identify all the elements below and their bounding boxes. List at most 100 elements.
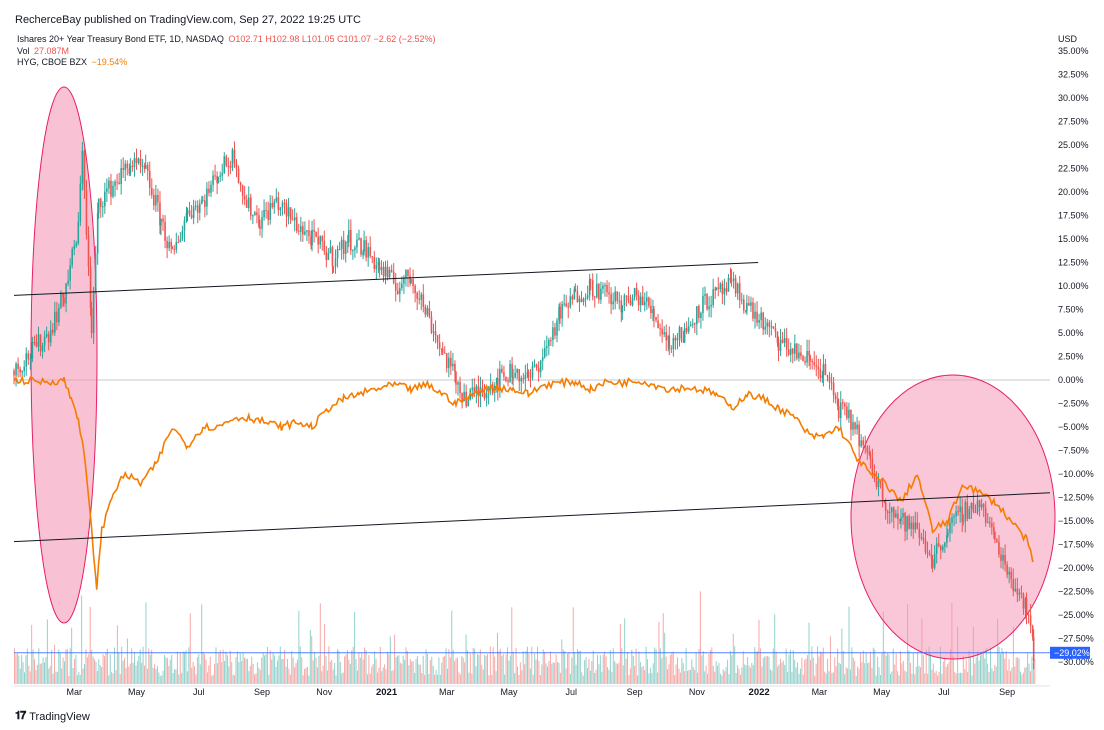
candle-body (362, 251, 364, 255)
candle-body (485, 393, 488, 399)
tradingview-brand: TradingView (29, 710, 90, 723)
volume-bar (62, 657, 64, 684)
candle-body (126, 163, 129, 169)
volume-bar (489, 646, 491, 684)
candle-body (584, 297, 587, 300)
candle-body (33, 342, 36, 344)
volume-bar (707, 673, 709, 684)
candle-body (256, 212, 258, 216)
volume-bar (232, 674, 234, 684)
candle-body (543, 347, 546, 358)
volume-bar (304, 668, 306, 684)
volume-bar (669, 655, 671, 684)
volume-bar (565, 668, 567, 684)
volume-bar (608, 669, 610, 684)
trend-lines (13, 262, 1051, 543)
candle-body (908, 516, 910, 529)
volume-bar (661, 658, 663, 684)
volume-bar (488, 675, 490, 684)
candle-body (420, 294, 423, 300)
candle-body (1029, 615, 1032, 626)
candle-body (970, 503, 973, 509)
volume-bar (981, 651, 983, 684)
volume-bar (542, 649, 544, 684)
volume-bar (15, 654, 17, 684)
volume-bar (312, 660, 314, 684)
candle-body (319, 236, 322, 245)
candle-body (1004, 554, 1006, 565)
candle-body (667, 335, 670, 341)
volume-bar (567, 653, 569, 684)
candle-body (942, 546, 944, 551)
volume-bar (164, 655, 166, 684)
candle-body (721, 283, 724, 295)
candle-body (947, 532, 949, 536)
candle-body (830, 382, 833, 384)
volume-bar (914, 674, 916, 684)
candle-body (225, 156, 228, 166)
volume-bar (16, 653, 18, 684)
publisher-line: RecherceBay published on TradingView.com… (15, 14, 361, 26)
candle-body (768, 322, 771, 327)
volume-bar (641, 667, 643, 684)
volume-bar (869, 651, 871, 684)
volume-bar (229, 650, 231, 684)
volume-bar (647, 659, 649, 684)
volume-bar (448, 649, 450, 684)
volume-bar (604, 651, 606, 684)
volume-bar (295, 663, 297, 684)
candle-body (614, 291, 616, 302)
candle-body (175, 242, 178, 250)
volume-bar (288, 668, 290, 684)
volume-bar (449, 657, 451, 684)
candle-body (315, 231, 317, 237)
volume-bar (815, 663, 817, 684)
volume-bar (272, 652, 274, 684)
volume-bar (475, 666, 477, 684)
volume-bar (348, 659, 350, 684)
volume-bar (128, 666, 130, 684)
candle-body (106, 188, 108, 192)
volume-bar (717, 665, 719, 684)
volume-bar (48, 668, 50, 684)
volume-bar (982, 650, 984, 684)
candle-body (41, 345, 44, 352)
volume-bar (724, 671, 726, 684)
candle-body (216, 176, 218, 183)
candle-body (90, 308, 93, 334)
x-tick-label: Jul (193, 687, 205, 697)
volume-bar (275, 666, 277, 684)
candle-body (817, 366, 820, 370)
volume-bar (214, 663, 216, 684)
volume-bar (821, 652, 823, 684)
volume-bar (204, 654, 206, 684)
candle-body (457, 382, 459, 385)
volume-bar (535, 659, 537, 684)
volume-bar (55, 671, 57, 684)
candle-body (806, 350, 808, 363)
volume-bar (105, 652, 107, 684)
volume-bar (524, 664, 526, 684)
candle-body (912, 522, 915, 530)
candle-body (279, 207, 282, 211)
candle-body (239, 182, 242, 186)
volume-bar (778, 664, 780, 684)
volume-bar (151, 649, 153, 684)
volume-bar (599, 655, 601, 684)
volume-bar (241, 661, 243, 684)
candle-body (746, 302, 748, 311)
candle-body (559, 306, 561, 319)
volume-bar (441, 662, 443, 684)
candle-body (336, 248, 339, 259)
y-tick-label: 35.00% (1058, 46, 1089, 56)
volume-bar (919, 667, 921, 684)
candle-body (781, 339, 784, 343)
volume-bar (85, 649, 87, 684)
volume-bar (699, 591, 701, 684)
tradingview-watermark[interactable]: 𝟏𝟕 TradingView (15, 710, 90, 723)
volume-bar (32, 649, 34, 684)
volume-bar (749, 667, 751, 684)
candle-body (347, 230, 350, 243)
candle-body (772, 326, 775, 329)
